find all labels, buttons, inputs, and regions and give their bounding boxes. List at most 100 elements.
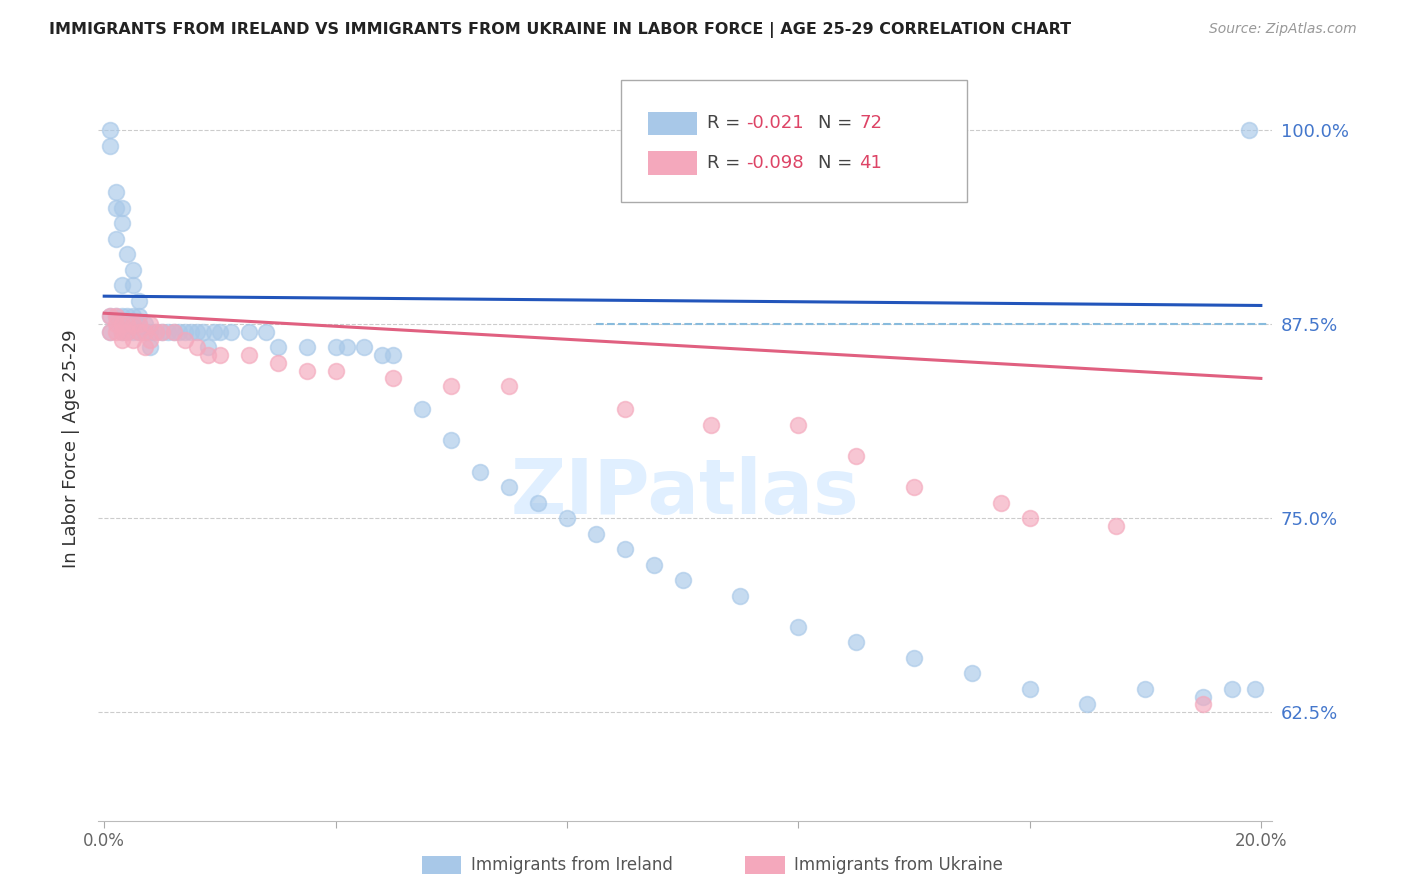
Point — [128, 317, 150, 331]
Point — [1220, 681, 1243, 696]
Point — [104, 310, 127, 324]
FancyBboxPatch shape — [621, 79, 967, 202]
Point — [202, 325, 225, 339]
Point — [128, 325, 150, 339]
Point — [139, 333, 162, 347]
Point — [128, 293, 150, 308]
Text: R =: R = — [707, 154, 745, 172]
Point — [903, 480, 925, 494]
Point — [643, 558, 665, 572]
Point — [1105, 518, 1128, 533]
Text: 41: 41 — [859, 154, 882, 172]
Point — [1244, 681, 1267, 696]
Text: ZIPatlas: ZIPatlas — [512, 456, 859, 530]
Point — [208, 348, 231, 362]
Point — [145, 325, 167, 339]
Point — [117, 247, 139, 261]
Point — [498, 379, 520, 393]
Point — [671, 573, 693, 587]
Point — [122, 262, 145, 277]
Point — [110, 278, 132, 293]
Point — [122, 333, 145, 347]
Point — [197, 340, 219, 354]
Point — [295, 340, 318, 354]
Point — [990, 495, 1012, 509]
Text: Immigrants from Ukraine: Immigrants from Ukraine — [794, 856, 1004, 874]
Point — [150, 325, 173, 339]
Point — [104, 317, 127, 331]
Point — [440, 379, 463, 393]
Point — [122, 310, 145, 324]
Point — [150, 325, 173, 339]
Text: Immigrants from Ireland: Immigrants from Ireland — [471, 856, 673, 874]
Point — [117, 325, 139, 339]
Point — [585, 526, 607, 541]
Point — [98, 325, 121, 339]
Point — [325, 364, 347, 378]
Point — [162, 325, 184, 339]
Text: 72: 72 — [859, 114, 882, 133]
FancyBboxPatch shape — [648, 112, 697, 136]
Point — [104, 232, 127, 246]
Point — [134, 317, 156, 331]
Point — [191, 325, 214, 339]
Point — [468, 465, 491, 479]
Text: N =: N = — [818, 114, 858, 133]
Point — [110, 317, 132, 331]
Point — [128, 310, 150, 324]
Point — [787, 620, 810, 634]
Point — [104, 201, 127, 215]
Point — [527, 495, 550, 509]
Text: Source: ZipAtlas.com: Source: ZipAtlas.com — [1209, 22, 1357, 37]
Text: -0.098: -0.098 — [747, 154, 804, 172]
Point — [104, 310, 127, 324]
Point — [169, 325, 191, 339]
Point — [903, 650, 925, 665]
Point — [110, 325, 132, 339]
Point — [128, 317, 150, 331]
Point — [382, 348, 405, 362]
Point — [110, 201, 132, 215]
Point — [110, 216, 132, 230]
Point — [411, 402, 433, 417]
Point — [122, 278, 145, 293]
Point — [110, 325, 132, 339]
Point — [208, 325, 231, 339]
Point — [110, 310, 132, 324]
Point — [174, 333, 197, 347]
Point — [238, 348, 260, 362]
Point — [186, 325, 208, 339]
Point — [122, 325, 145, 339]
Point — [371, 348, 394, 362]
Point — [104, 325, 127, 339]
Point — [139, 325, 162, 339]
Point — [162, 325, 184, 339]
Point — [98, 325, 121, 339]
Point — [145, 325, 167, 339]
FancyBboxPatch shape — [648, 151, 697, 175]
Point — [613, 402, 636, 417]
Point — [117, 310, 139, 324]
Point — [1192, 690, 1215, 704]
Point — [139, 340, 162, 354]
Point — [174, 325, 197, 339]
Point — [498, 480, 520, 494]
Point — [1192, 698, 1215, 712]
Point — [730, 589, 752, 603]
Point — [221, 325, 243, 339]
Point — [267, 340, 290, 354]
Point — [117, 325, 139, 339]
Point — [440, 434, 463, 448]
Point — [1239, 123, 1261, 137]
Point — [325, 340, 347, 354]
Point — [295, 364, 318, 378]
Point — [134, 340, 156, 354]
Point — [336, 340, 359, 354]
Point — [238, 325, 260, 339]
Point — [134, 325, 156, 339]
Point — [1076, 698, 1098, 712]
Point — [122, 317, 145, 331]
Point — [267, 356, 290, 370]
Point — [98, 138, 121, 153]
Y-axis label: In Labor Force | Age 25-29: In Labor Force | Age 25-29 — [62, 329, 80, 567]
